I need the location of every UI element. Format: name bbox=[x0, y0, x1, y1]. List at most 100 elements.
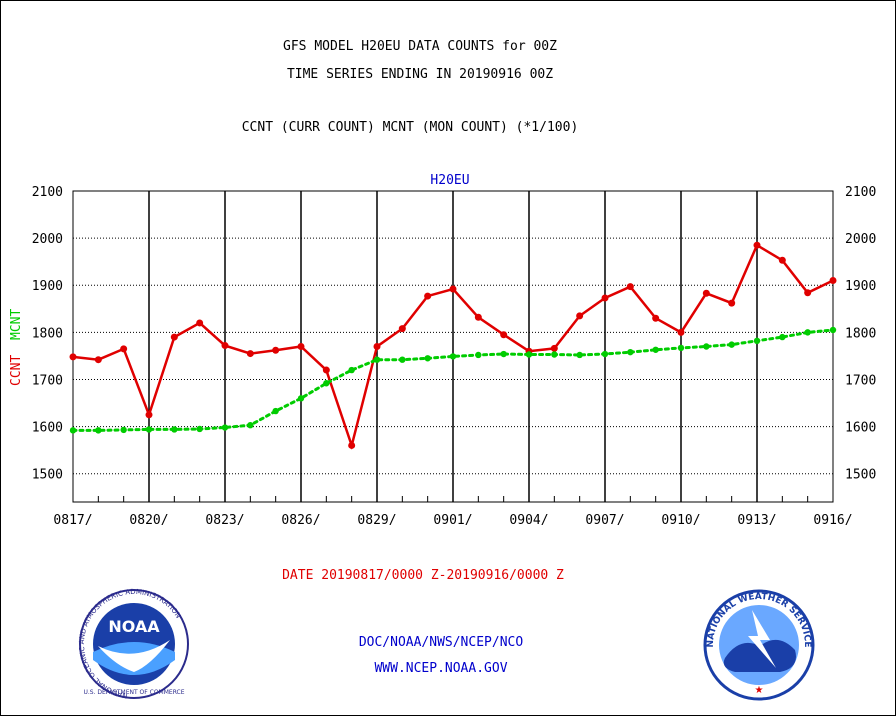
point-ccnt bbox=[601, 294, 609, 302]
y-tick-label-left: 1900 bbox=[32, 279, 63, 294]
footer-url[interactable]: WWW.NCEP.NOAA.GOV bbox=[374, 661, 507, 676]
nws-lightning-icon bbox=[748, 610, 776, 668]
y-axis-label: CCNT MCNT bbox=[9, 309, 24, 386]
date-range: DATE 20190817/0000 Z-20190916/0000 Z bbox=[282, 568, 564, 583]
point-ccnt bbox=[373, 343, 381, 350]
point-ccnt bbox=[272, 346, 280, 354]
point-mcnt bbox=[196, 425, 203, 433]
y-tick-label-right: 1800 bbox=[845, 326, 876, 341]
point-mcnt bbox=[145, 426, 153, 433]
y-axis-label-ccnt: CCNT bbox=[9, 355, 24, 386]
footer-org: DOC/NOAA/NWS/NCEP/NCO bbox=[359, 635, 524, 650]
point-mcnt bbox=[120, 426, 127, 434]
plot-area bbox=[69, 241, 837, 450]
x-tick-label: 0829/ bbox=[357, 513, 396, 528]
point-mcnt bbox=[703, 343, 710, 350]
point-mcnt bbox=[348, 366, 355, 374]
point-mcnt bbox=[829, 326, 837, 334]
point-ccnt bbox=[550, 344, 558, 352]
point-mcnt bbox=[221, 424, 229, 431]
point-ccnt bbox=[322, 366, 330, 374]
point-ccnt bbox=[474, 313, 482, 321]
x-tick-label: 0916/ bbox=[813, 513, 852, 528]
point-ccnt bbox=[753, 241, 761, 249]
point-ccnt bbox=[424, 292, 432, 300]
point-mcnt bbox=[171, 426, 178, 433]
point-mcnt bbox=[652, 346, 659, 353]
point-ccnt bbox=[677, 328, 685, 336]
point-ccnt bbox=[626, 283, 634, 291]
point-mcnt bbox=[297, 395, 305, 402]
x-tick-label: 0823/ bbox=[205, 513, 244, 528]
point-ccnt bbox=[246, 350, 254, 358]
y-tick-label-left: 1800 bbox=[32, 326, 63, 341]
x-tick-label: 0907/ bbox=[585, 513, 624, 528]
point-ccnt bbox=[297, 343, 305, 350]
point-mcnt bbox=[373, 356, 381, 363]
point-mcnt bbox=[601, 350, 609, 358]
point-mcnt bbox=[779, 333, 786, 341]
point-mcnt bbox=[677, 344, 685, 352]
point-ccnt bbox=[398, 325, 406, 333]
point-ccnt bbox=[804, 289, 812, 297]
x-tick-label: 0820/ bbox=[129, 513, 168, 528]
x-tick-label: 0901/ bbox=[433, 513, 472, 528]
point-mcnt bbox=[551, 351, 558, 358]
point-ccnt bbox=[196, 319, 204, 327]
nws-cloud-icon bbox=[723, 639, 796, 672]
y-tick-label-right: 1600 bbox=[845, 421, 876, 436]
y-tick-label-left: 1500 bbox=[32, 468, 63, 483]
x-tick-label: 0904/ bbox=[509, 513, 548, 528]
point-mcnt bbox=[804, 329, 811, 336]
point-ccnt bbox=[652, 314, 660, 322]
point-mcnt bbox=[475, 351, 482, 359]
noaa-logo: NOAA NATIONAL OCEANIC AND ATMOSPHERIC AD… bbox=[78, 588, 189, 700]
point-mcnt bbox=[449, 353, 457, 360]
point-ccnt bbox=[69, 353, 77, 361]
point-mcnt bbox=[500, 350, 507, 358]
point-ccnt bbox=[728, 299, 736, 307]
x-tick-label: 0910/ bbox=[661, 513, 700, 528]
point-ccnt bbox=[500, 331, 508, 339]
y-tick-label-right: 1700 bbox=[845, 373, 876, 388]
point-ccnt bbox=[120, 345, 128, 353]
point-ccnt bbox=[348, 441, 356, 449]
point-mcnt bbox=[323, 380, 330, 387]
nws-star-icon: ★ bbox=[755, 685, 764, 696]
point-ccnt bbox=[702, 289, 710, 297]
point-ccnt bbox=[170, 333, 178, 341]
noaa-logo-center-text: NOAA bbox=[108, 617, 160, 636]
point-ccnt bbox=[778, 256, 786, 264]
noaa-logo-bottom-text: U.S. DEPARTMENT OF COMMERCE bbox=[83, 689, 184, 696]
y-tick-label-right: 2000 bbox=[845, 232, 876, 247]
point-mcnt bbox=[576, 351, 583, 359]
y-tick-label-right: 1500 bbox=[845, 468, 876, 483]
point-ccnt bbox=[449, 285, 457, 293]
point-mcnt bbox=[247, 421, 254, 429]
chart-title-line-1: GFS MODEL H20EU DATA COUNTS for 00Z bbox=[283, 39, 557, 54]
y-axis-label-mcnt: MCNT bbox=[9, 309, 24, 340]
y-tick-label-left: 1700 bbox=[32, 373, 63, 388]
point-mcnt bbox=[728, 341, 735, 348]
x-tick-label: 0913/ bbox=[737, 513, 776, 528]
point-ccnt bbox=[829, 277, 837, 285]
point-mcnt bbox=[272, 407, 279, 415]
point-mcnt bbox=[95, 427, 102, 434]
point-ccnt bbox=[94, 356, 102, 364]
y-tick-label-left: 2000 bbox=[32, 232, 63, 247]
point-mcnt bbox=[399, 356, 406, 363]
plot-title: H20EU bbox=[430, 173, 469, 188]
point-ccnt bbox=[576, 312, 584, 320]
x-tick-label: 0817/ bbox=[53, 513, 92, 528]
point-mcnt bbox=[424, 355, 431, 362]
y-tick-label-left: 2100 bbox=[32, 185, 63, 200]
chart-legend-description: CCNT (CURR COUNT) MCNT (MON COUNT) (*1/1… bbox=[242, 120, 579, 135]
point-ccnt bbox=[221, 342, 229, 350]
y-tick-label-left: 1600 bbox=[32, 421, 63, 436]
x-tick-label: 0826/ bbox=[281, 513, 320, 528]
point-mcnt bbox=[753, 337, 761, 345]
nws-logo: NATIONAL WEATHER SERVICE ★ bbox=[703, 589, 815, 701]
point-mcnt bbox=[525, 351, 533, 358]
point-mcnt bbox=[69, 427, 77, 434]
